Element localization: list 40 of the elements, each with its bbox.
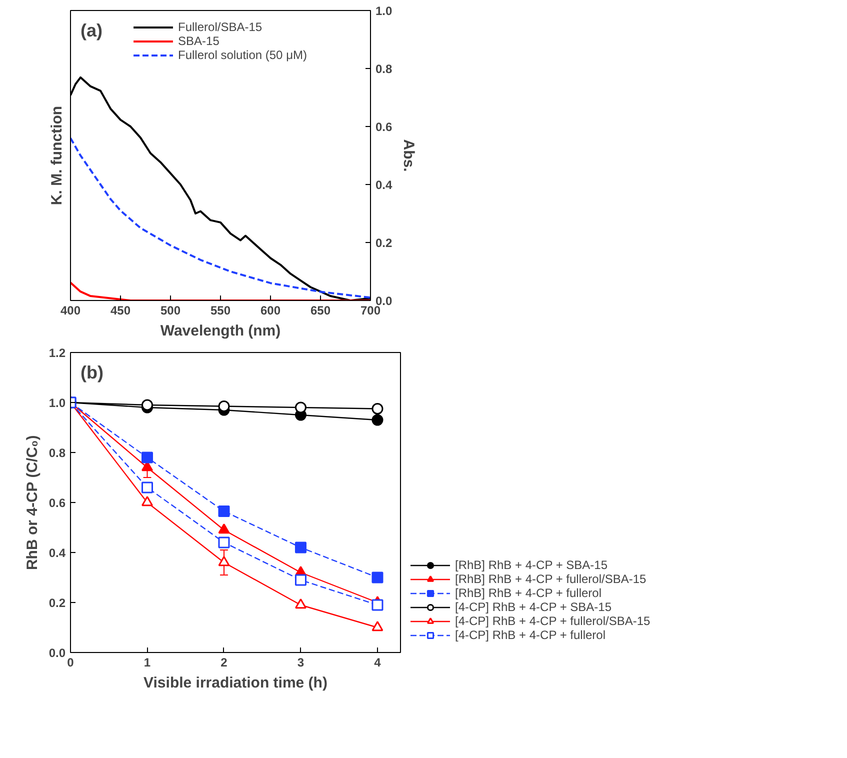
x-tick-label: 450 — [110, 304, 131, 318]
x-tick-label: 700 — [360, 304, 381, 318]
x-tick-label: 2 — [220, 656, 228, 670]
y2-tick-label: 0.6 — [376, 120, 393, 134]
x-tick-label: 4 — [374, 656, 382, 670]
y2-tick-label: 1.0 — [376, 4, 393, 18]
legend-label: [4-CP] RhB + 4-CP + SBA-15 — [455, 600, 612, 614]
legend-label: [RhB] RhB + 4-CP + SBA-15 — [455, 558, 608, 572]
legend-label: [4-CP] RhB + 4-CP + fullerol — [455, 628, 606, 642]
y2-tick-label: 0.8 — [376, 62, 393, 76]
y-tick-label: 1.2 — [48, 346, 66, 360]
y-tick-label: 0.6 — [48, 496, 66, 510]
x-tick-label: 650 — [310, 304, 331, 318]
text: (a) — [80, 20, 103, 40]
x-tick-label: 3 — [297, 656, 304, 670]
y-axis-title: RhB or 4-CP (C/C₀) — [24, 435, 41, 570]
legend-label: [4-CP] RhB + 4-CP + fullerol/SBA-15 — [455, 614, 650, 628]
y-tick-label: 1.0 — [48, 396, 66, 410]
y2-tick-label: 0.2 — [376, 236, 393, 250]
y-axis-title: K. M. function — [48, 106, 66, 206]
y-tick-label: 0.2 — [48, 596, 66, 610]
y2-axis-title: Abs. — [400, 139, 418, 172]
x-axis-title: Wavelength (nm) — [160, 322, 281, 340]
x-tick-label: 550 — [210, 304, 231, 318]
x-tick-label: 500 — [160, 304, 181, 318]
x-tick-label: 400 — [60, 304, 81, 318]
x-tick-label: 1 — [144, 656, 151, 670]
y-tick-label: 0.8 — [48, 446, 66, 460]
legend-label: Fullerol/SBA-15 — [178, 20, 262, 34]
x-tick-label: 0 — [67, 656, 74, 670]
legend-label: [RhB] RhB + 4-CP + fullerol/SBA-15 — [455, 572, 646, 586]
legend-label: [RhB] RhB + 4-CP + fullerol — [455, 586, 602, 600]
annotation: (b) — [80, 362, 104, 382]
x-axis-title: Visible irradiation time (h) — [144, 674, 328, 692]
y-tick-label: 0.0 — [48, 646, 66, 660]
y-tick-label: 0.4 — [48, 546, 66, 560]
legend-label: SBA-15 — [178, 34, 220, 48]
y2-tick-label: 0.4 — [376, 178, 393, 192]
x-tick-label: 600 — [260, 304, 281, 318]
legend-label: Fullerol solution (50 μM) — [178, 48, 307, 62]
